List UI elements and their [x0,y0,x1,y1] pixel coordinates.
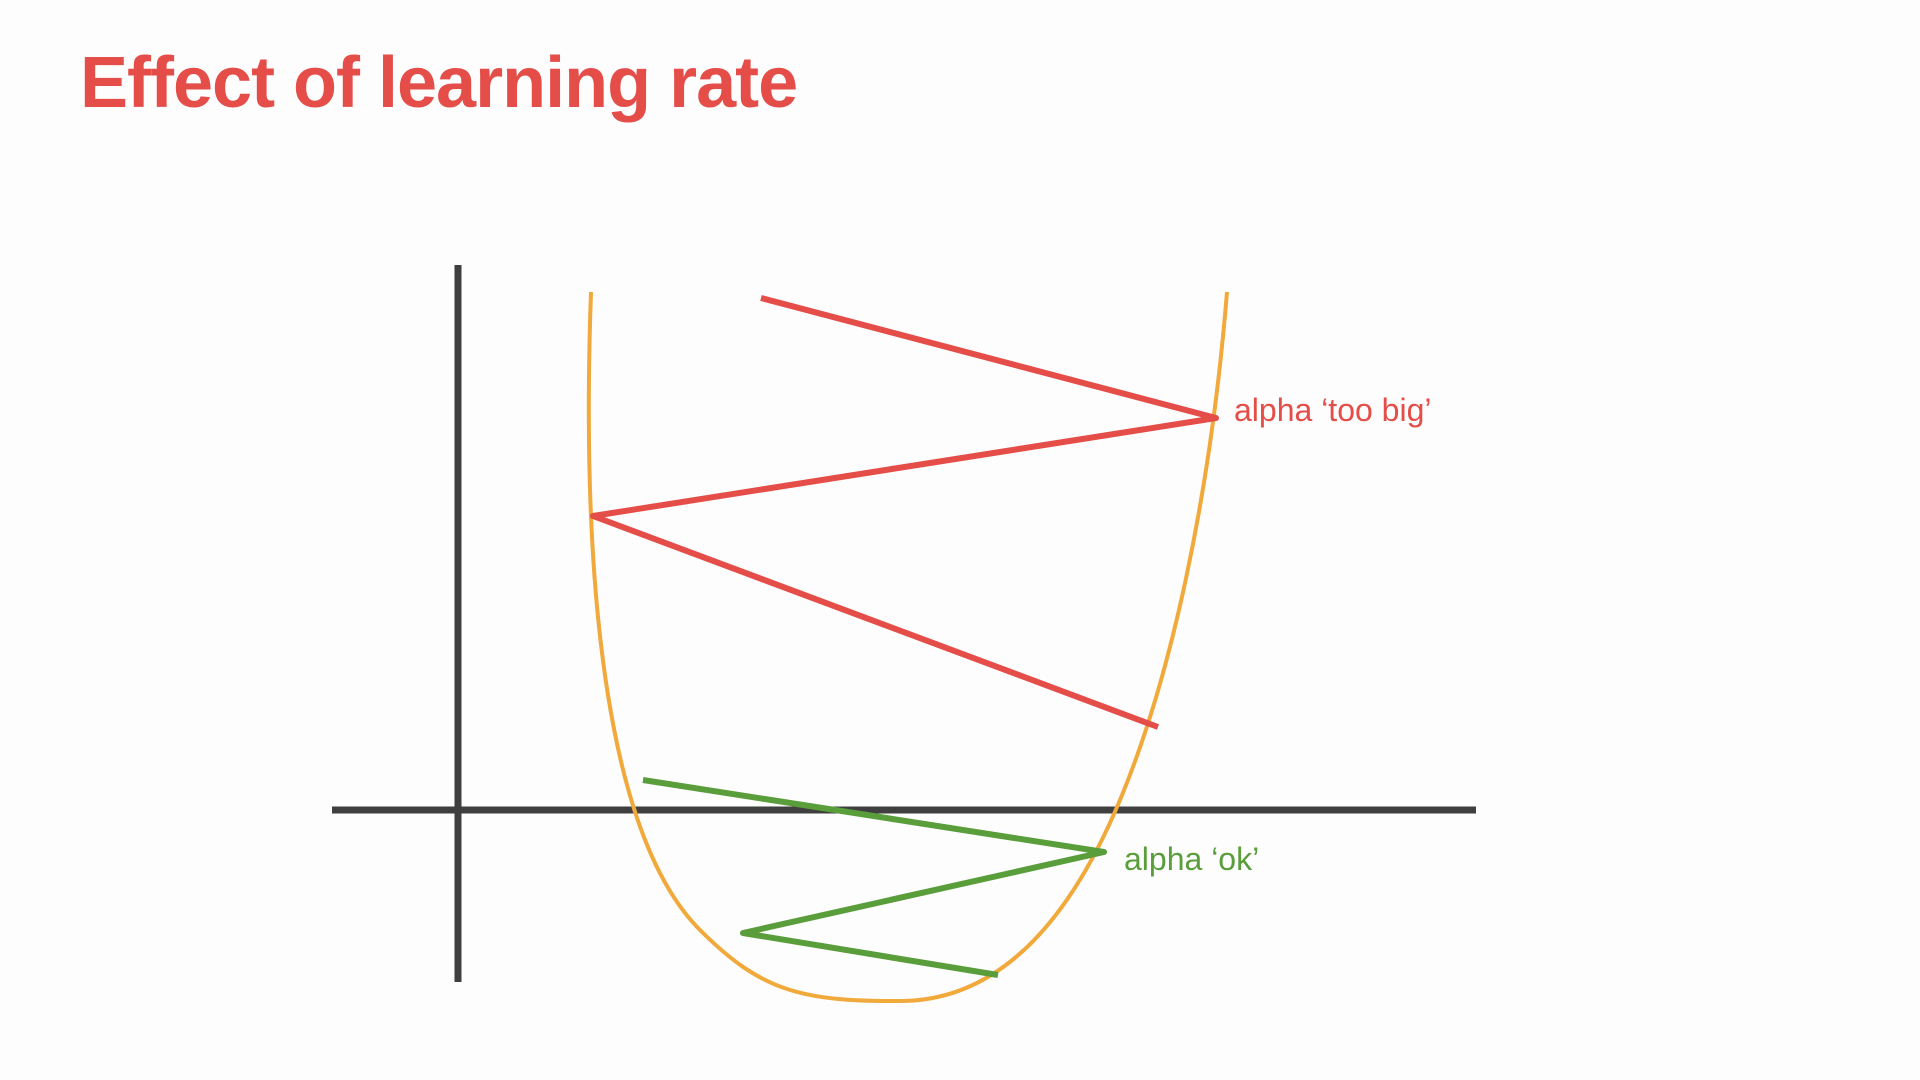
too-big-label: alpha ‘too big’ [1234,392,1431,428]
slide-title: Effect of learning rate [80,43,798,123]
ok-label: alpha ‘ok’ [1124,841,1259,877]
too-big-gradient-path [590,295,1219,730]
loss-curve [586,291,1229,1004]
ok-gradient-path [642,777,1107,978]
